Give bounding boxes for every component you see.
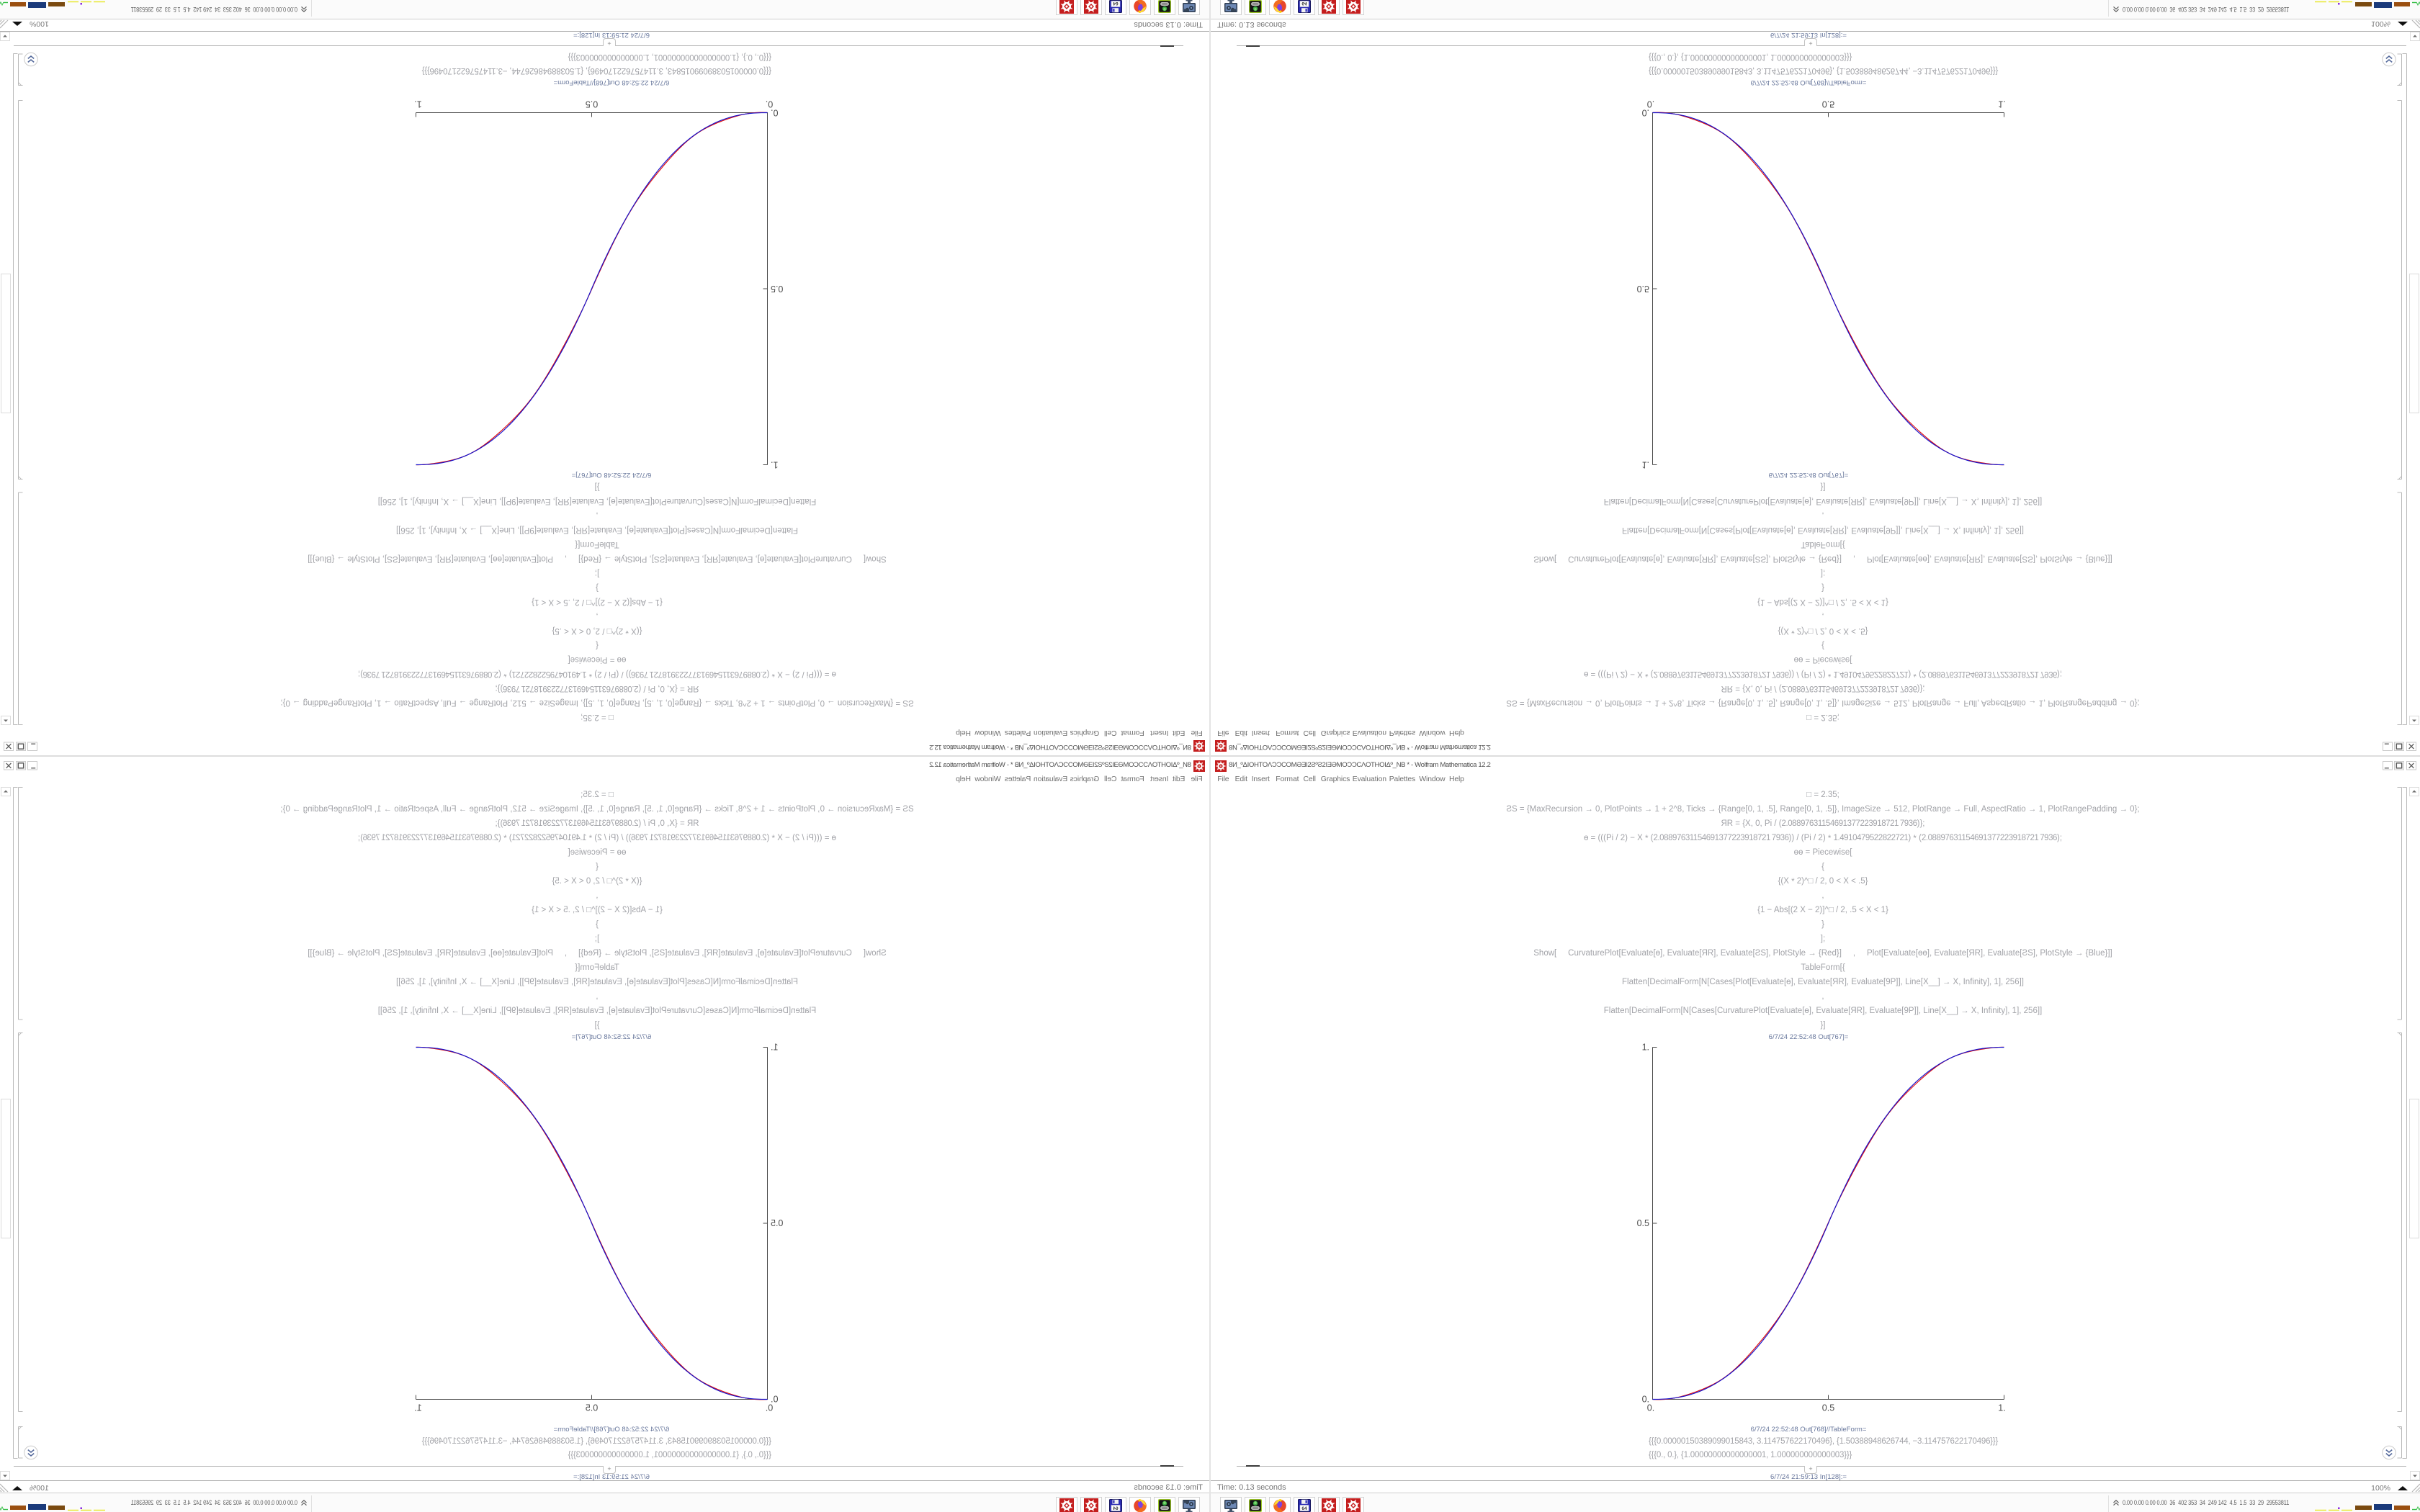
svg-text:0.: 0. [1642, 108, 1649, 118]
svg-text:1.: 1. [1998, 99, 2005, 109]
svg-text:64: 64 [1113, 1, 1119, 6]
svg-text:0.5: 0.5 [1637, 1218, 1649, 1228]
svg-text:64: 64 [1301, 1506, 1307, 1511]
svg-text:1.: 1. [1642, 1043, 1649, 1053]
svg-text:64: 64 [1301, 1, 1307, 6]
svg-text:0.: 0. [766, 99, 773, 109]
svg-text:0.: 0. [1647, 99, 1654, 109]
svg-text:1.: 1. [414, 99, 421, 109]
svg-text:0.5: 0.5 [586, 99, 598, 109]
svg-text:0.: 0. [1647, 1403, 1654, 1413]
svg-text:0.5: 0.5 [1822, 1403, 1834, 1413]
svg-text:0.5: 0.5 [771, 284, 783, 294]
svg-text:1.: 1. [771, 460, 778, 470]
svg-text:64: 64 [1113, 1506, 1119, 1511]
svg-text:0.: 0. [771, 1395, 778, 1405]
svg-text:0.5: 0.5 [771, 1218, 783, 1228]
svg-text:0.5: 0.5 [1822, 99, 1834, 109]
svg-text:0.: 0. [1642, 1395, 1649, 1405]
svg-text:0.5: 0.5 [586, 1403, 598, 1413]
svg-text:0.5: 0.5 [1637, 284, 1649, 294]
svg-text:1.: 1. [1642, 460, 1649, 470]
svg-text:1.: 1. [414, 1403, 421, 1413]
svg-text:1.: 1. [771, 1043, 778, 1053]
svg-text:1.: 1. [1998, 1403, 2005, 1413]
svg-text:0.: 0. [771, 108, 778, 118]
svg-text:0.: 0. [766, 1403, 773, 1413]
